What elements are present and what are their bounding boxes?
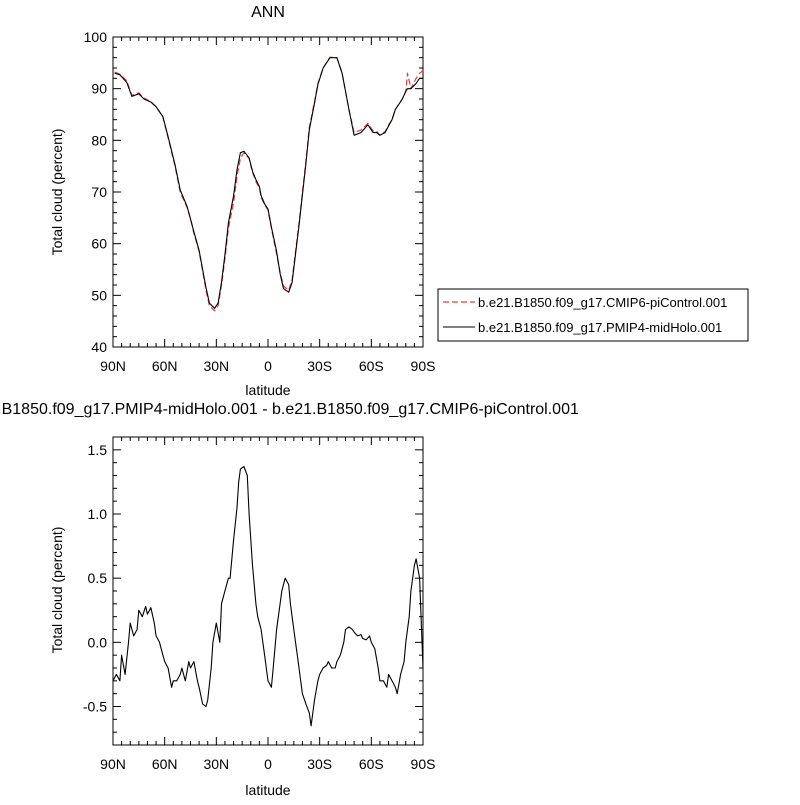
- chart-1-y-axis-label: Total cloud (percent): [49, 129, 65, 256]
- chart-2-frame: [112, 436, 424, 746]
- x-tick-label: 30N: [203, 756, 229, 772]
- y-tick-label: 1.0: [88, 506, 108, 522]
- legend-label-midholo: b.e21.B1850.f09_g17.PMIP4-midHolo.001: [478, 320, 722, 335]
- x-tick-label: 30S: [307, 358, 332, 374]
- y-tick-label: 60: [91, 236, 107, 252]
- y-tick-label: 40: [91, 339, 107, 355]
- x-tick-label: 0: [264, 756, 272, 772]
- y-tick-label: 90: [91, 81, 107, 97]
- legend-box: [437, 288, 749, 342]
- chart-1-frame: [112, 36, 424, 348]
- x-tick-label: 90S: [411, 756, 436, 772]
- x-tick-label: 90N: [100, 756, 126, 772]
- chart-2-plot-area: -0.5 0.0 0.5 1.0 1.5 90N 60N 30N 0 30S 60S 90S: [83, 436, 436, 772]
- y-tick-label: 0.0: [88, 634, 108, 650]
- y-tick-label: 1.5: [88, 442, 108, 458]
- x-tick-label: 60S: [359, 756, 384, 772]
- y-tick-label: 70: [91, 184, 107, 200]
- chart-2-y-axis-label: Total cloud (percent): [49, 527, 65, 654]
- chart-2-title: b.e21.B1850.f09_g17.PMIP4-midHolo.001 - …: [0, 401, 579, 418]
- chart-2-x-axis-label: latitude: [245, 782, 290, 798]
- chart-1-title: ANN: [251, 4, 285, 21]
- chart-1-series-line-0: [114, 56, 424, 312]
- y-tick-label: 0.5: [88, 570, 108, 586]
- x-tick-label: 30N: [203, 358, 229, 374]
- x-tick-label: 0: [264, 358, 272, 374]
- chart-2-series-line-0: [112, 465, 424, 727]
- x-tick-label: 30S: [307, 756, 332, 772]
- legend-label-picontrol: b.e21.B1850.f09_g17.CMIP6-piControl.001: [478, 295, 727, 310]
- y-tick-label: 50: [91, 287, 107, 303]
- y-tick-label: 80: [91, 132, 107, 148]
- x-tick-label: 90S: [411, 358, 436, 374]
- x-tick-label: 60N: [152, 358, 178, 374]
- x-tick-label: 60N: [152, 756, 178, 772]
- x-tick-label: 60S: [359, 358, 384, 374]
- y-tick-label: 100: [84, 29, 108, 45]
- chart-1-x-axis-label: latitude: [245, 382, 290, 398]
- chart-1-plot-area: 40 50 60 70 80 90 100 90N 60N 30N 0 30S 60S 90S: [84, 29, 436, 374]
- y-tick-label: -0.5: [83, 699, 107, 715]
- x-tick-label: 90N: [100, 358, 126, 374]
- legend: b.e21.B1850.f09_g17.CMIP6-piControl.001 …: [437, 288, 749, 342]
- chart-1-series-line-1: [114, 57, 423, 309]
